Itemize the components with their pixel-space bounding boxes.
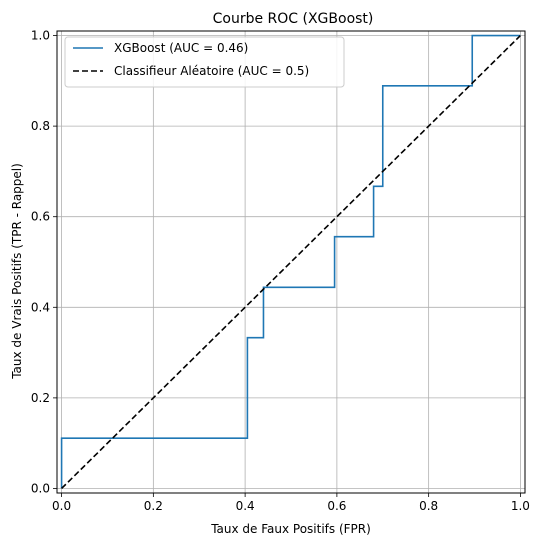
legend: XGBoost (AUC = 0.46) Classifieur Aléatoi…: [64, 36, 345, 88]
x-tick-label-4: 0.8: [419, 499, 438, 513]
x-tick-label-2: 0.4: [236, 499, 255, 513]
y-tick-label-5: 1.0: [31, 29, 50, 43]
legend-box: [64, 36, 345, 88]
y-axis-label: Taux de Vrais Positifs (TPR - Rappel): [10, 163, 24, 380]
y-tick-label-0: 0.0: [31, 481, 50, 495]
y-tick-label-4: 0.8: [31, 119, 50, 133]
x-tick-label-5: 1.0: [511, 499, 530, 513]
roc-curve-xgboost: [60, 34, 521, 489]
y-tick-label-1: 0.2: [31, 391, 50, 405]
x-tick-label-1: 0.2: [144, 499, 163, 513]
x-axis-label: Taux de Faux Positifs (FPR): [210, 522, 371, 536]
chart-title: Courbe ROC (XGBoost): [213, 11, 374, 27]
x-tick-label-3: 0.6: [327, 499, 346, 513]
y-tick-label-2: 0.4: [31, 300, 50, 314]
x-tick-label-0: 0.0: [52, 499, 71, 513]
axes-frame: [56, 30, 526, 494]
legend-label-xgboost: XGBoost (AUC = 0.46): [114, 41, 248, 55]
grid-lines: [57, 31, 525, 493]
legend-label-random: Classifieur Aléatoire (AUC = 0.5): [114, 64, 309, 78]
data-series: [60, 34, 521, 490]
y-tick-label-3: 0.6: [31, 210, 50, 224]
axis-ticks: 0.0 0.2 0.4 0.6 0.8 1.0 0.0 0.2 0.4 0.6 0.8 1.0: [31, 29, 530, 513]
